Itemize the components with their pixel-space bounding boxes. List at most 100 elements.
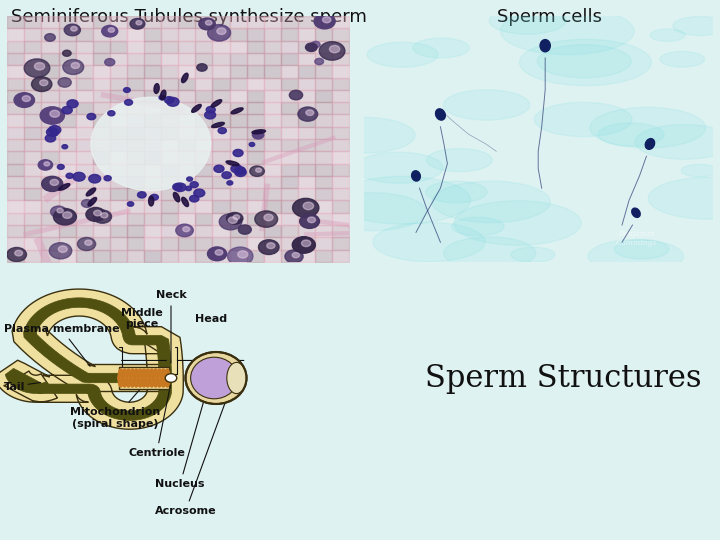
Ellipse shape <box>426 181 487 202</box>
Ellipse shape <box>534 102 632 137</box>
Circle shape <box>305 43 317 51</box>
Circle shape <box>249 143 255 146</box>
Ellipse shape <box>432 181 550 222</box>
Ellipse shape <box>186 352 246 404</box>
Circle shape <box>199 18 215 30</box>
Circle shape <box>102 25 118 37</box>
Circle shape <box>323 17 331 23</box>
Circle shape <box>71 63 79 69</box>
Circle shape <box>292 237 315 253</box>
Circle shape <box>186 186 192 191</box>
Circle shape <box>53 208 76 225</box>
Circle shape <box>194 189 204 197</box>
Circle shape <box>235 167 246 174</box>
Circle shape <box>24 59 50 77</box>
Text: Benjamin
Cummings: Benjamin Cummings <box>616 230 657 247</box>
Circle shape <box>40 107 64 124</box>
Circle shape <box>298 107 318 121</box>
Circle shape <box>45 33 55 41</box>
Ellipse shape <box>598 123 664 146</box>
Ellipse shape <box>537 45 631 78</box>
Ellipse shape <box>489 7 566 34</box>
Circle shape <box>311 42 320 48</box>
Circle shape <box>264 214 273 221</box>
Circle shape <box>108 28 114 32</box>
Circle shape <box>138 192 146 198</box>
Text: Head: Head <box>194 314 227 323</box>
Ellipse shape <box>58 184 70 190</box>
Circle shape <box>35 63 45 70</box>
Ellipse shape <box>161 90 166 100</box>
Ellipse shape <box>367 42 438 67</box>
Circle shape <box>22 96 30 102</box>
Text: Centriole: Centriole <box>128 386 185 458</box>
Text: Sperm cells: Sperm cells <box>497 8 602 26</box>
Circle shape <box>218 127 226 133</box>
Circle shape <box>58 78 71 87</box>
Text: Neck: Neck <box>156 291 186 363</box>
Circle shape <box>58 246 67 252</box>
Circle shape <box>173 184 183 191</box>
Ellipse shape <box>373 222 485 262</box>
Text: Tail: Tail <box>4 382 25 393</box>
Circle shape <box>57 208 63 213</box>
Circle shape <box>306 110 314 116</box>
Circle shape <box>315 58 323 65</box>
Circle shape <box>255 211 278 227</box>
Circle shape <box>81 200 92 207</box>
Circle shape <box>319 42 345 60</box>
Circle shape <box>235 168 246 177</box>
Circle shape <box>227 181 233 185</box>
Circle shape <box>124 87 130 92</box>
Circle shape <box>125 99 132 105</box>
Circle shape <box>42 177 63 192</box>
Circle shape <box>220 214 242 230</box>
Circle shape <box>63 50 71 56</box>
Circle shape <box>207 247 227 261</box>
Circle shape <box>190 182 198 187</box>
Circle shape <box>63 212 72 218</box>
Circle shape <box>222 172 231 179</box>
Circle shape <box>176 224 193 237</box>
Circle shape <box>62 106 72 114</box>
Circle shape <box>302 240 311 247</box>
Ellipse shape <box>181 197 189 207</box>
Circle shape <box>228 217 238 224</box>
Ellipse shape <box>227 362 246 394</box>
Ellipse shape <box>335 176 471 224</box>
Circle shape <box>159 96 165 100</box>
Circle shape <box>174 183 186 192</box>
Ellipse shape <box>500 8 634 55</box>
Circle shape <box>238 251 248 258</box>
Circle shape <box>250 166 264 177</box>
Circle shape <box>150 194 158 200</box>
Circle shape <box>44 162 50 166</box>
Ellipse shape <box>660 51 705 67</box>
Circle shape <box>206 106 215 113</box>
Circle shape <box>78 238 96 251</box>
Circle shape <box>67 100 78 108</box>
Polygon shape <box>119 367 169 389</box>
Circle shape <box>292 198 319 217</box>
Ellipse shape <box>231 108 243 114</box>
Circle shape <box>233 150 243 157</box>
Ellipse shape <box>412 171 420 181</box>
Text: Nucleus: Nucleus <box>156 386 208 489</box>
Ellipse shape <box>519 39 652 86</box>
Circle shape <box>215 249 222 255</box>
Circle shape <box>64 24 81 36</box>
Ellipse shape <box>681 164 717 177</box>
Circle shape <box>289 90 302 100</box>
Circle shape <box>66 173 73 178</box>
Circle shape <box>73 172 85 181</box>
Circle shape <box>108 111 115 116</box>
Circle shape <box>292 253 300 258</box>
Ellipse shape <box>436 109 446 120</box>
Ellipse shape <box>355 152 443 183</box>
Circle shape <box>167 97 179 106</box>
Circle shape <box>253 131 264 139</box>
Ellipse shape <box>192 104 201 112</box>
Circle shape <box>49 242 72 259</box>
Circle shape <box>204 111 215 119</box>
Ellipse shape <box>650 29 685 42</box>
